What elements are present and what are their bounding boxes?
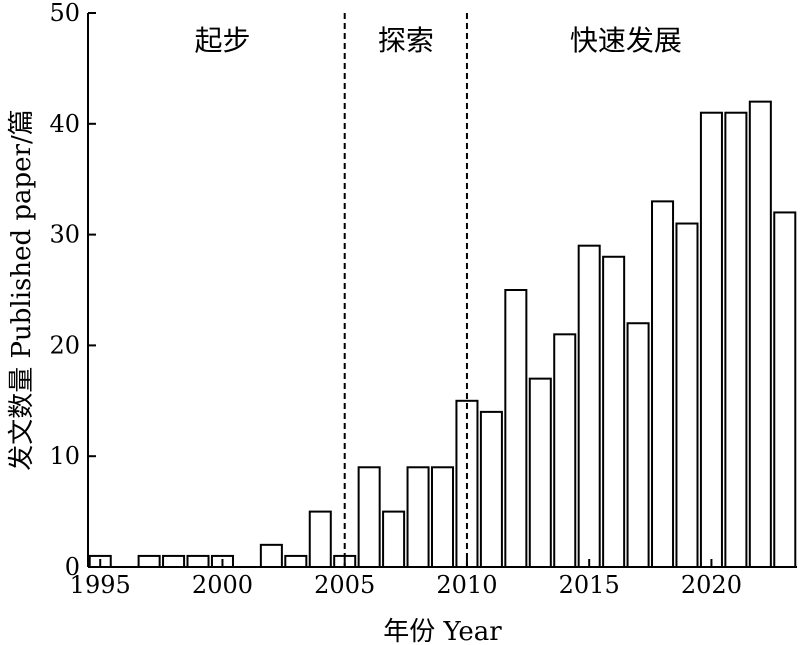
x-tick-label-2015: 2015 xyxy=(559,571,620,599)
bar-2002 xyxy=(259,543,283,569)
bar-2012 xyxy=(504,289,528,568)
bar-2008 xyxy=(406,466,430,568)
y-tick-label-50: 50 xyxy=(49,0,80,27)
x-tick-label-1995: 1995 xyxy=(70,571,131,599)
phase-label-1: 起步 xyxy=(194,24,250,57)
phase-label-2: 探索 xyxy=(378,24,434,57)
y-tick-label-0: 0 xyxy=(65,553,80,581)
y-axis-title: 发文数量 Published paper/篇 xyxy=(7,109,37,471)
x-tick-label-2005: 2005 xyxy=(314,571,375,599)
bar-2019 xyxy=(675,222,699,569)
x-tick-label-2010: 2010 xyxy=(436,571,497,599)
bar-2015 xyxy=(577,244,601,568)
y-tick-label-30: 30 xyxy=(49,221,80,249)
bar-2011 xyxy=(479,410,503,568)
bar-2017 xyxy=(626,322,650,568)
x-tick-label-2000: 2000 xyxy=(192,571,253,599)
bar-1998 xyxy=(162,554,186,568)
bar-2013 xyxy=(528,377,552,569)
y-tick-label-10: 10 xyxy=(49,442,80,470)
bar-2018 xyxy=(651,200,675,569)
bar-1997 xyxy=(137,554,161,568)
x-axis-title: 年份 Year xyxy=(383,617,502,645)
x-tick-label-2020: 2020 xyxy=(681,571,742,599)
phase-label-3: 快速发展 xyxy=(570,24,682,57)
bar-2020 xyxy=(699,111,723,568)
y-tick-label-20: 20 xyxy=(49,331,80,359)
bar-2021 xyxy=(724,111,748,568)
bar-2009 xyxy=(430,466,455,568)
bar-2006 xyxy=(357,466,381,568)
bar-2014 xyxy=(553,333,577,568)
bar-2023 xyxy=(773,211,797,568)
bar-1999 xyxy=(186,554,210,568)
bar-2016 xyxy=(602,255,626,568)
bar-2007 xyxy=(382,510,406,569)
y-tick-label-40: 40 xyxy=(49,110,80,138)
bar-2004 xyxy=(308,510,332,569)
bar-2022 xyxy=(748,100,772,568)
bar-2003 xyxy=(284,554,308,568)
